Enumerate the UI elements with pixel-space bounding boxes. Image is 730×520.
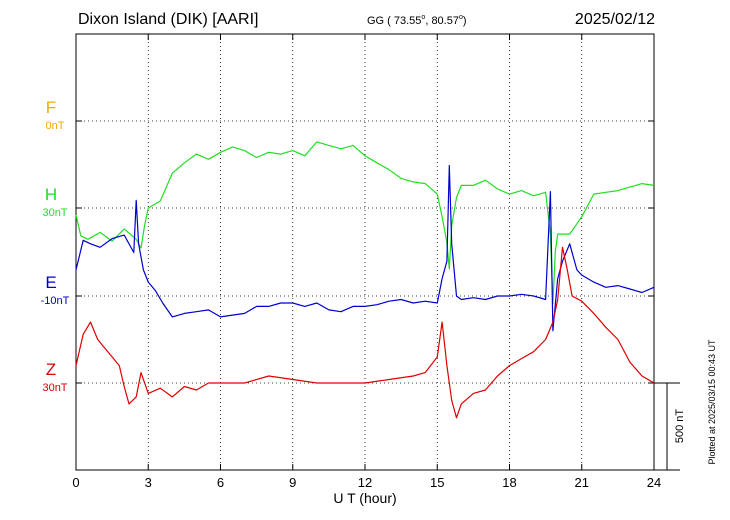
degree-mark: o [459,14,463,21]
plot-frame [75,33,655,471]
component-labels: F 0nT H 30nT E -10nT Z 30nT [41,98,70,394]
coordinates-mid: , 80.57 [425,15,459,27]
scale-bar-label: 500 nT [674,409,686,444]
x-tick-label: 0 [72,475,79,490]
component-letter-h: H [45,185,57,204]
x-tick-label: 24 [647,475,661,490]
plotted-timestamp: Plotted at 2025/03/15 00:43 UT [707,339,717,465]
component-baseline-f: 0nT [46,120,65,132]
date-label: 2025/02/12 [575,11,655,28]
component-letter-e: E [45,273,56,292]
x-tick-label: 18 [502,475,516,490]
axis-ticks: 0 3 6 9 12 15 18 21 24 [72,34,661,490]
scale-bar [654,382,680,471]
station-title: Dixon Island (DIK) [AARI] [78,11,259,28]
coordinates: GG ( 73.55o, 80.57o) [367,14,467,27]
component-baseline-e: -10nT [41,295,70,307]
degree-mark: o [421,14,425,21]
x-tick-label: 12 [358,475,372,490]
grid-lines [76,34,654,470]
series-line-z [75,246,655,419]
coordinates-suffix: ) [463,15,467,27]
component-letter-f: F [46,98,56,117]
x-tick-label: 6 [217,475,224,490]
component-letter-z: Z [46,360,56,379]
series-line-e [75,164,655,332]
coordinates-prefix: GG ( 73.55 [367,15,421,27]
x-tick-label: 3 [145,475,152,490]
x-tick-label: 9 [289,475,296,490]
series-line-h [75,141,655,305]
x-axis-title: U T (hour) [333,490,396,506]
x-tick-label: 21 [575,475,589,490]
series-lines [75,141,655,419]
x-tick-label: 15 [430,475,444,490]
component-baseline-z: 30nT [42,382,67,394]
component-baseline-h: 30nT [42,207,67,219]
